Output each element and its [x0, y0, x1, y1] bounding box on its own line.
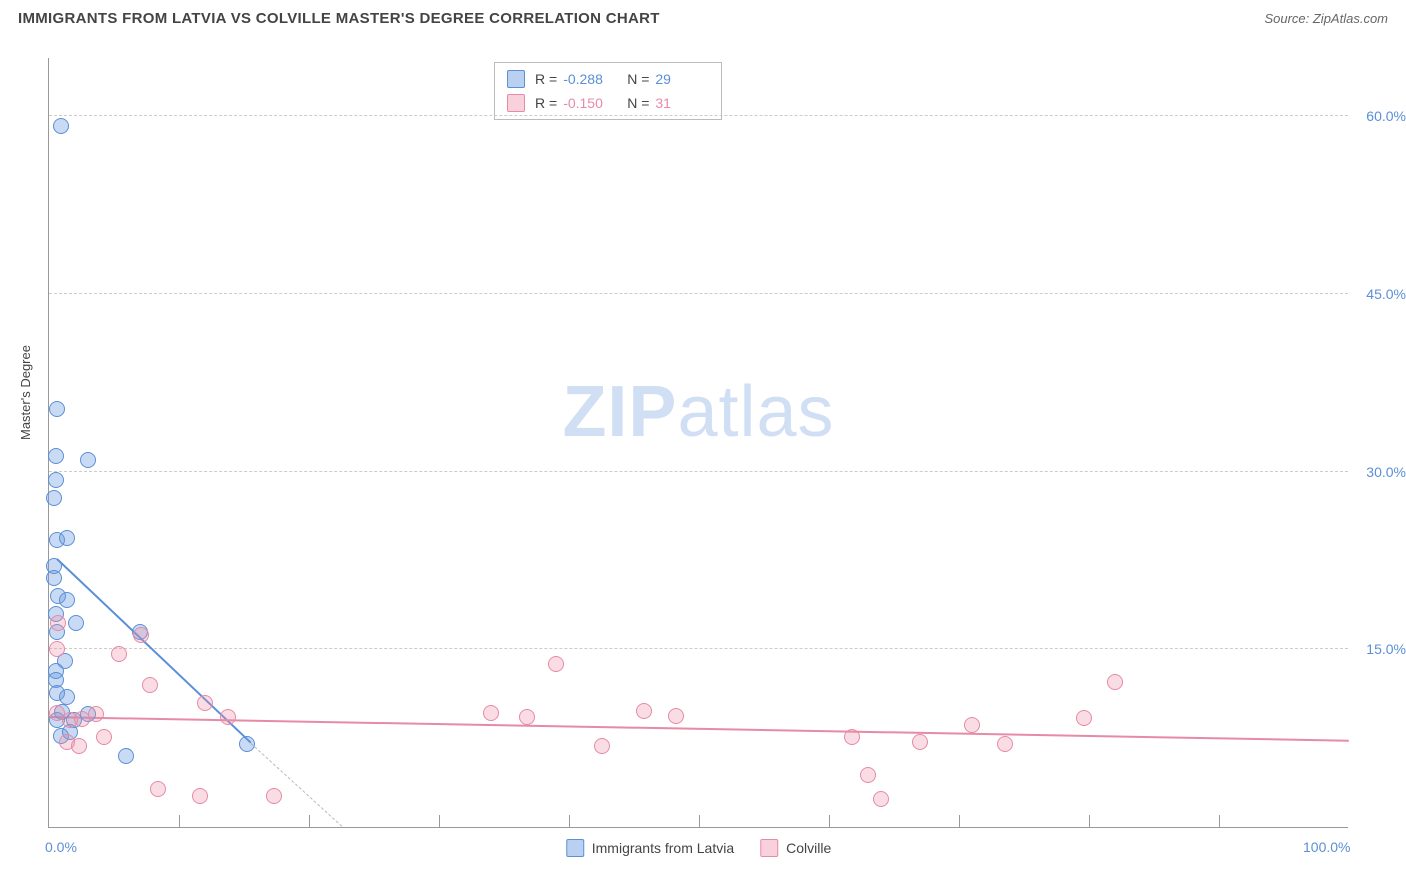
legend-swatch-colville — [760, 839, 778, 857]
point-latvia — [59, 592, 75, 608]
gridline-h — [49, 115, 1348, 116]
xtick-minor — [309, 815, 310, 827]
point-latvia — [48, 448, 64, 464]
point-colville — [594, 738, 610, 754]
ytick-label: 30.0% — [1366, 464, 1406, 480]
bottom-legend: Immigrants from Latvia Colville — [566, 839, 832, 857]
stat-r-label: R = — [535, 95, 557, 111]
point-latvia — [46, 490, 62, 506]
legend-swatch-latvia — [566, 839, 584, 857]
legend-item-colville: Colville — [760, 839, 831, 857]
point-latvia — [239, 736, 255, 752]
legend-label-latvia: Immigrants from Latvia — [592, 840, 734, 856]
ytick-label: 60.0% — [1366, 108, 1406, 124]
point-colville — [1107, 674, 1123, 690]
point-latvia — [48, 472, 64, 488]
y-axis-label: Master's Degree — [18, 345, 33, 440]
ytick-label: 15.0% — [1366, 641, 1406, 657]
point-latvia — [80, 452, 96, 468]
point-latvia — [68, 615, 84, 631]
point-colville — [844, 729, 860, 745]
point-colville — [197, 695, 213, 711]
legend-item-latvia: Immigrants from Latvia — [566, 839, 734, 857]
point-latvia — [59, 689, 75, 705]
stat-n-label: N = — [627, 95, 649, 111]
trendline — [250, 743, 342, 827]
watermark: ZIPatlas — [562, 371, 834, 453]
xtick-label: 100.0% — [1303, 839, 1350, 855]
point-colville — [636, 703, 652, 719]
watermark-light: atlas — [677, 372, 834, 452]
xtick-minor — [569, 815, 570, 827]
ytick-label: 45.0% — [1366, 286, 1406, 302]
point-colville — [964, 717, 980, 733]
swatch-latvia — [507, 70, 525, 88]
scatter-chart: ZIPatlas R = -0.288 N = 29 R = -0.150 N … — [48, 58, 1348, 828]
stats-row-colville: R = -0.150 N = 31 — [507, 91, 709, 115]
point-colville — [860, 767, 876, 783]
xtick-label: 0.0% — [45, 839, 77, 855]
point-colville — [220, 709, 236, 725]
point-colville — [71, 738, 87, 754]
swatch-colville — [507, 94, 525, 112]
header: IMMIGRANTS FROM LATVIA VS COLVILLE MASTE… — [0, 0, 1406, 33]
xtick-minor — [179, 815, 180, 827]
point-colville — [997, 736, 1013, 752]
xtick-minor — [699, 815, 700, 827]
stat-r-colville: -0.150 — [563, 95, 617, 111]
gridline-h — [49, 648, 1348, 649]
stat-n-latvia: 29 — [655, 71, 709, 87]
point-colville — [192, 788, 208, 804]
point-colville — [142, 677, 158, 693]
stat-r-label: R = — [535, 71, 557, 87]
point-colville — [912, 734, 928, 750]
point-latvia — [53, 118, 69, 134]
point-latvia — [118, 748, 134, 764]
legend-label-colville: Colville — [786, 840, 831, 856]
xtick-minor — [1089, 815, 1090, 827]
point-colville — [150, 781, 166, 797]
chart-title: IMMIGRANTS FROM LATVIA VS COLVILLE MASTE… — [18, 10, 660, 27]
point-colville — [50, 615, 66, 631]
gridline-h — [49, 293, 1348, 294]
point-colville — [96, 729, 112, 745]
point-colville — [548, 656, 564, 672]
point-colville — [133, 627, 149, 643]
watermark-bold: ZIP — [562, 372, 677, 452]
point-colville — [519, 709, 535, 725]
point-colville — [873, 791, 889, 807]
point-colville — [668, 708, 684, 724]
point-colville — [88, 706, 104, 722]
stat-r-latvia: -0.288 — [563, 71, 617, 87]
point-colville — [49, 641, 65, 657]
source-attribution: Source: ZipAtlas.com — [1264, 11, 1388, 26]
gridline-h — [49, 471, 1348, 472]
point-latvia — [59, 530, 75, 546]
xtick-minor — [439, 815, 440, 827]
stats-legend: R = -0.288 N = 29 R = -0.150 N = 31 — [494, 62, 722, 120]
point-latvia — [46, 570, 62, 586]
stat-n-colville: 31 — [655, 95, 709, 111]
xtick-minor — [1219, 815, 1220, 827]
xtick-minor — [959, 815, 960, 827]
xtick-minor — [829, 815, 830, 827]
point-latvia — [49, 401, 65, 417]
point-colville — [266, 788, 282, 804]
stat-n-label: N = — [627, 71, 649, 87]
point-colville — [111, 646, 127, 662]
point-colville — [1076, 710, 1092, 726]
stats-row-latvia: R = -0.288 N = 29 — [507, 67, 709, 91]
point-colville — [483, 705, 499, 721]
